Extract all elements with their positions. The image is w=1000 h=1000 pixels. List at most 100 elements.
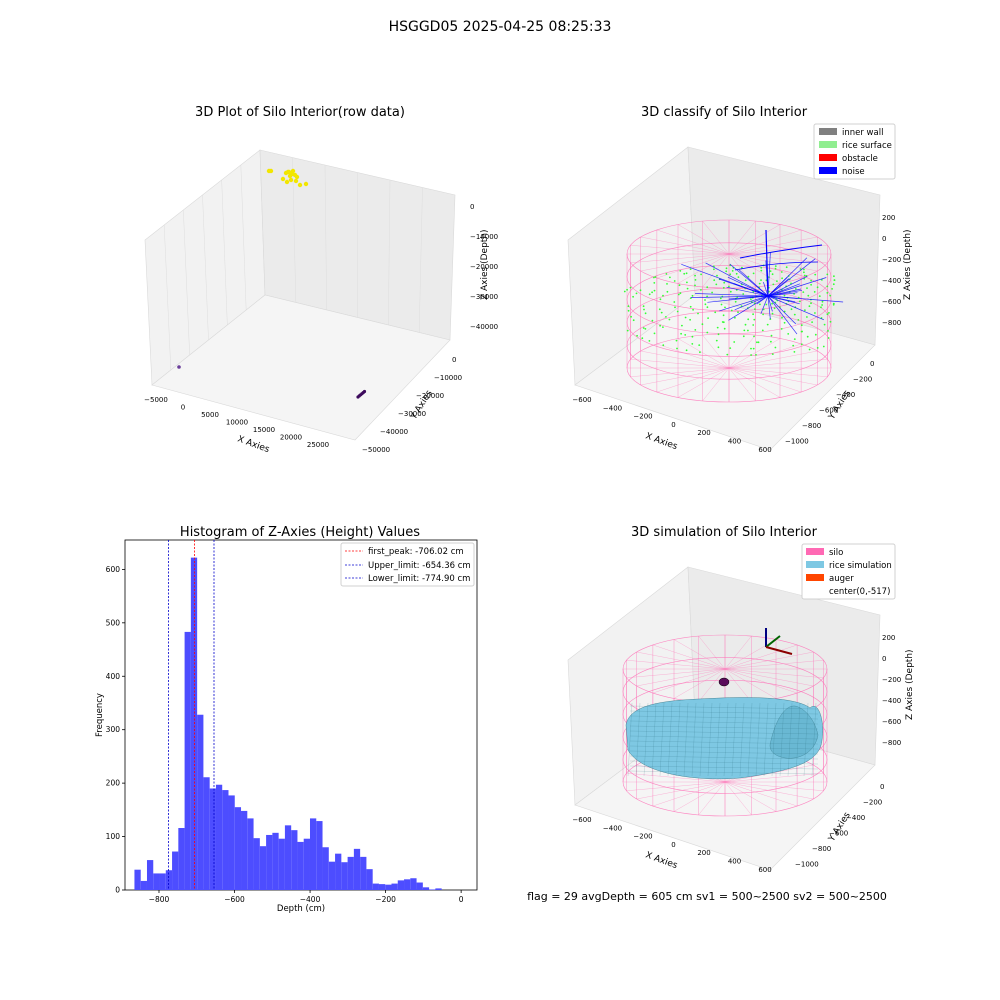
rice-point: [793, 338, 796, 340]
rice-point: [735, 272, 738, 275]
rice-point: [725, 270, 728, 273]
rice-point: [653, 282, 656, 284]
z-tick-label: −20000: [470, 263, 498, 271]
rice-point: [741, 266, 743, 269]
rice-point: [643, 308, 645, 311]
rice-point: [704, 299, 706, 301]
z-tick-label: −30000: [470, 293, 498, 301]
rice-point: [653, 332, 656, 335]
rice-point: [679, 292, 682, 295]
y-tick-label: 300: [106, 725, 121, 734]
rice-point: [752, 291, 755, 293]
rice-point: [754, 308, 756, 310]
rice-surface-points: [623, 264, 836, 356]
rice-point: [720, 303, 723, 306]
simulation-title: 3D simulation of Silo Interior: [631, 525, 818, 540]
rice-point: [742, 335, 745, 338]
x-tick-label: 600: [758, 866, 771, 874]
y-tick-label: −800: [812, 845, 831, 853]
x-tick-label: −400: [603, 824, 622, 832]
rice-point: [630, 315, 632, 318]
rice-point: [632, 319, 635, 322]
rice-point: [648, 293, 651, 296]
x-tick-label: 400: [728, 858, 741, 866]
y-tick-label: 0: [452, 356, 456, 364]
rice-point: [684, 334, 687, 336]
y-tick-label: 0: [870, 360, 874, 368]
classify-title: 3D classify of Silo Interior: [641, 105, 808, 120]
y-tick-label: −200: [863, 799, 882, 807]
raw-data-ticks: −500005000100001500020000250000−10000−20…: [144, 203, 498, 454]
rice-point: [673, 301, 676, 303]
rice-point: [639, 289, 642, 292]
rice-point: [785, 266, 788, 269]
rice-point: [733, 341, 736, 343]
noise-streak: [728, 295, 769, 321]
histogram-bar: [378, 884, 386, 890]
legend-label-rice-simulation: rice simulation: [829, 561, 892, 571]
rice-point: [790, 308, 793, 311]
rice-point: [665, 316, 667, 318]
x-tick-label: 0: [181, 404, 185, 412]
histogram-bar: [328, 861, 336, 890]
x-tick-label: 0: [671, 421, 675, 429]
rice-point: [706, 331, 709, 334]
rice-point: [665, 273, 668, 275]
histogram-reference-lines: [168, 540, 215, 890]
rice-point: [793, 313, 796, 316]
rice-point: [689, 305, 692, 308]
histogram-panel: Histogram of Z-Axies (Height) Values −80…: [95, 525, 478, 914]
legend-swatch-obstacle: [819, 154, 837, 161]
x-tick-label: 25000: [307, 441, 329, 449]
rice-point: [781, 277, 783, 280]
histogram-bars: [134, 557, 442, 890]
rice-point: [662, 344, 665, 347]
noise-streak: [767, 295, 771, 319]
rice-point: [706, 306, 709, 309]
histogram-plot-area: [124, 539, 478, 891]
simulation-xlabel: X Axies: [644, 850, 679, 871]
x-tick-label: −5000: [144, 396, 168, 404]
rice-point: [651, 319, 654, 322]
noise-streak: [707, 295, 769, 303]
rice-point: [734, 316, 736, 319]
rice-point: [752, 324, 755, 326]
rice-point: [725, 267, 728, 270]
rice-point: [715, 339, 718, 342]
rice-point: [803, 268, 805, 271]
rice-point: [810, 283, 812, 286]
histogram-bar: [397, 880, 405, 890]
legend-swatch-silo: [806, 548, 824, 555]
rice-point: [780, 271, 783, 273]
raw-point: [268, 168, 274, 174]
simulation-zlabel: Z Axies (Depth): [905, 649, 915, 720]
simulation-legend: silo rice simulation auger center(0,-517…: [801, 543, 896, 600]
rice-point: [770, 334, 773, 337]
rice-point: [724, 306, 726, 309]
x-tick-label: 600: [758, 446, 771, 454]
rice-point: [668, 318, 671, 321]
rice-point: [783, 321, 786, 324]
rice-point: [659, 298, 662, 301]
x-tick-label: 200: [697, 429, 710, 437]
histogram-bar: [140, 880, 147, 890]
histogram-bar: [266, 834, 273, 890]
y-tick-label: −600: [829, 830, 848, 838]
rice-point: [713, 279, 716, 282]
histogram-bar: [391, 883, 398, 890]
legend-label-auger: auger: [829, 574, 854, 584]
rice-point: [694, 274, 696, 277]
rice-point: [758, 282, 761, 285]
noise-streak: [738, 269, 769, 297]
histogram-bar: [316, 821, 323, 890]
rice-point: [635, 292, 638, 295]
histogram-bar: [228, 795, 235, 890]
histogram-title: Histogram of Z-Axies (Height) Values: [180, 525, 420, 540]
rice-point: [793, 351, 796, 353]
histogram-bar: [159, 873, 166, 890]
y-tick-label: −10000: [434, 374, 462, 382]
rice-point: [760, 266, 763, 269]
rice-point: [674, 306, 676, 309]
classify-3d-panel: 3D classify of Silo Interior −600 −400 −20…: [567, 105, 913, 454]
histogram-bar: [422, 887, 430, 890]
